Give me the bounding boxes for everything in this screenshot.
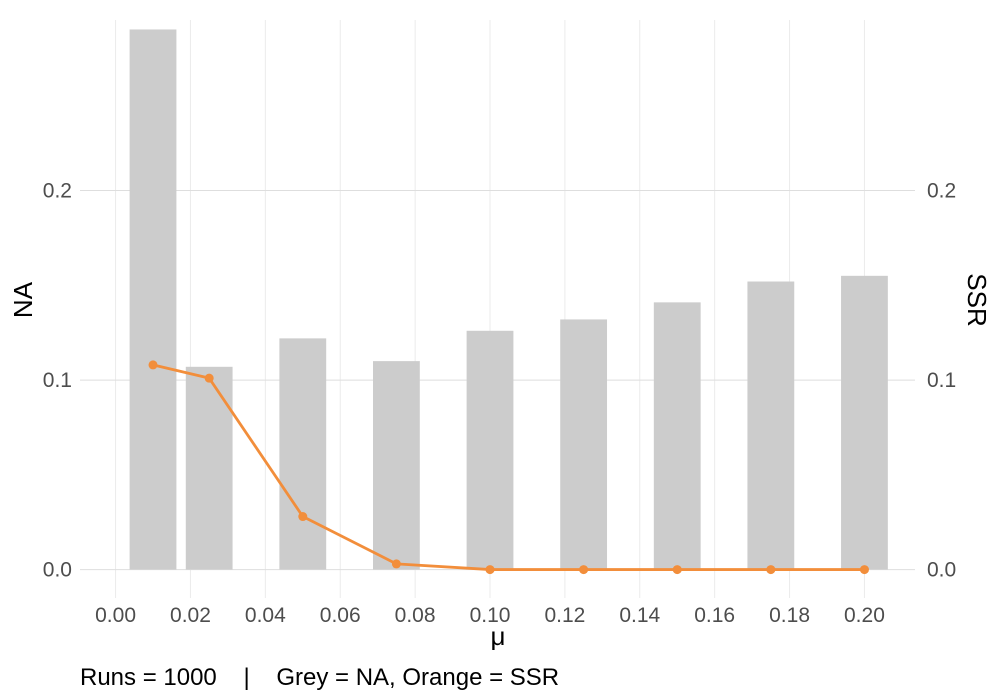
na-bar xyxy=(185,366,233,570)
x-tick-label: 0.02 xyxy=(170,604,211,627)
ssr-point xyxy=(485,565,495,575)
y-right-tick-label: 0.2 xyxy=(927,180,956,203)
y-axis-title: NA xyxy=(8,281,38,318)
x-tick-label: 0.08 xyxy=(395,604,436,627)
ssr-point xyxy=(859,565,869,575)
ssr-point xyxy=(204,373,214,383)
ssr-point xyxy=(766,565,776,575)
na-bar xyxy=(279,338,327,570)
na-bar xyxy=(466,330,514,570)
x-tick-label: 0.12 xyxy=(544,604,585,627)
y-axis-right-title: SSR xyxy=(962,273,992,326)
na-bar xyxy=(747,281,795,570)
ssr-line xyxy=(148,360,869,575)
y-tick-label: 0.2 xyxy=(43,180,72,203)
ssr-point xyxy=(298,512,308,522)
x-tick-label: 0.20 xyxy=(844,604,885,627)
ssr-point xyxy=(148,360,158,370)
ssr-point xyxy=(391,559,401,569)
na-bar xyxy=(841,275,888,570)
y-right-tick-label: 0.1 xyxy=(927,369,956,392)
y-right-tick-label: 0.0 xyxy=(927,559,956,582)
chart-caption: Runs = 1000 | Grey = NA, Orange = SSR xyxy=(80,664,559,691)
x-tick-label: 0.10 xyxy=(470,604,511,627)
x-axis-title: μ xyxy=(491,621,506,651)
na-bar xyxy=(560,319,608,570)
x-tick-label: 0.18 xyxy=(769,604,810,627)
na-bar xyxy=(129,29,177,570)
y-tick-label: 0.1 xyxy=(43,369,72,392)
na-bar xyxy=(372,361,420,570)
x-tick-label: 0.06 xyxy=(320,604,361,627)
x-tick-label: 0.00 xyxy=(95,604,136,627)
y-axis-right-ticks: 0.0 0.1 0.2 xyxy=(927,180,956,582)
ssr-point xyxy=(579,565,589,575)
na-bars xyxy=(129,29,888,570)
x-axis-ticks: 0.00 0.02 0.04 0.06 0.08 0.10 0.12 0.14 0.16 0.18… xyxy=(95,604,885,627)
na-bar xyxy=(653,302,701,570)
x-tick-label: 0.16 xyxy=(694,604,735,627)
x-tick-label: 0.14 xyxy=(619,604,660,627)
x-tick-label: 0.04 xyxy=(245,604,286,627)
y-axis-ticks: 0.0 0.1 0.2 xyxy=(43,180,72,582)
ssr-point xyxy=(672,565,682,575)
y-tick-label: 0.0 xyxy=(43,559,72,582)
